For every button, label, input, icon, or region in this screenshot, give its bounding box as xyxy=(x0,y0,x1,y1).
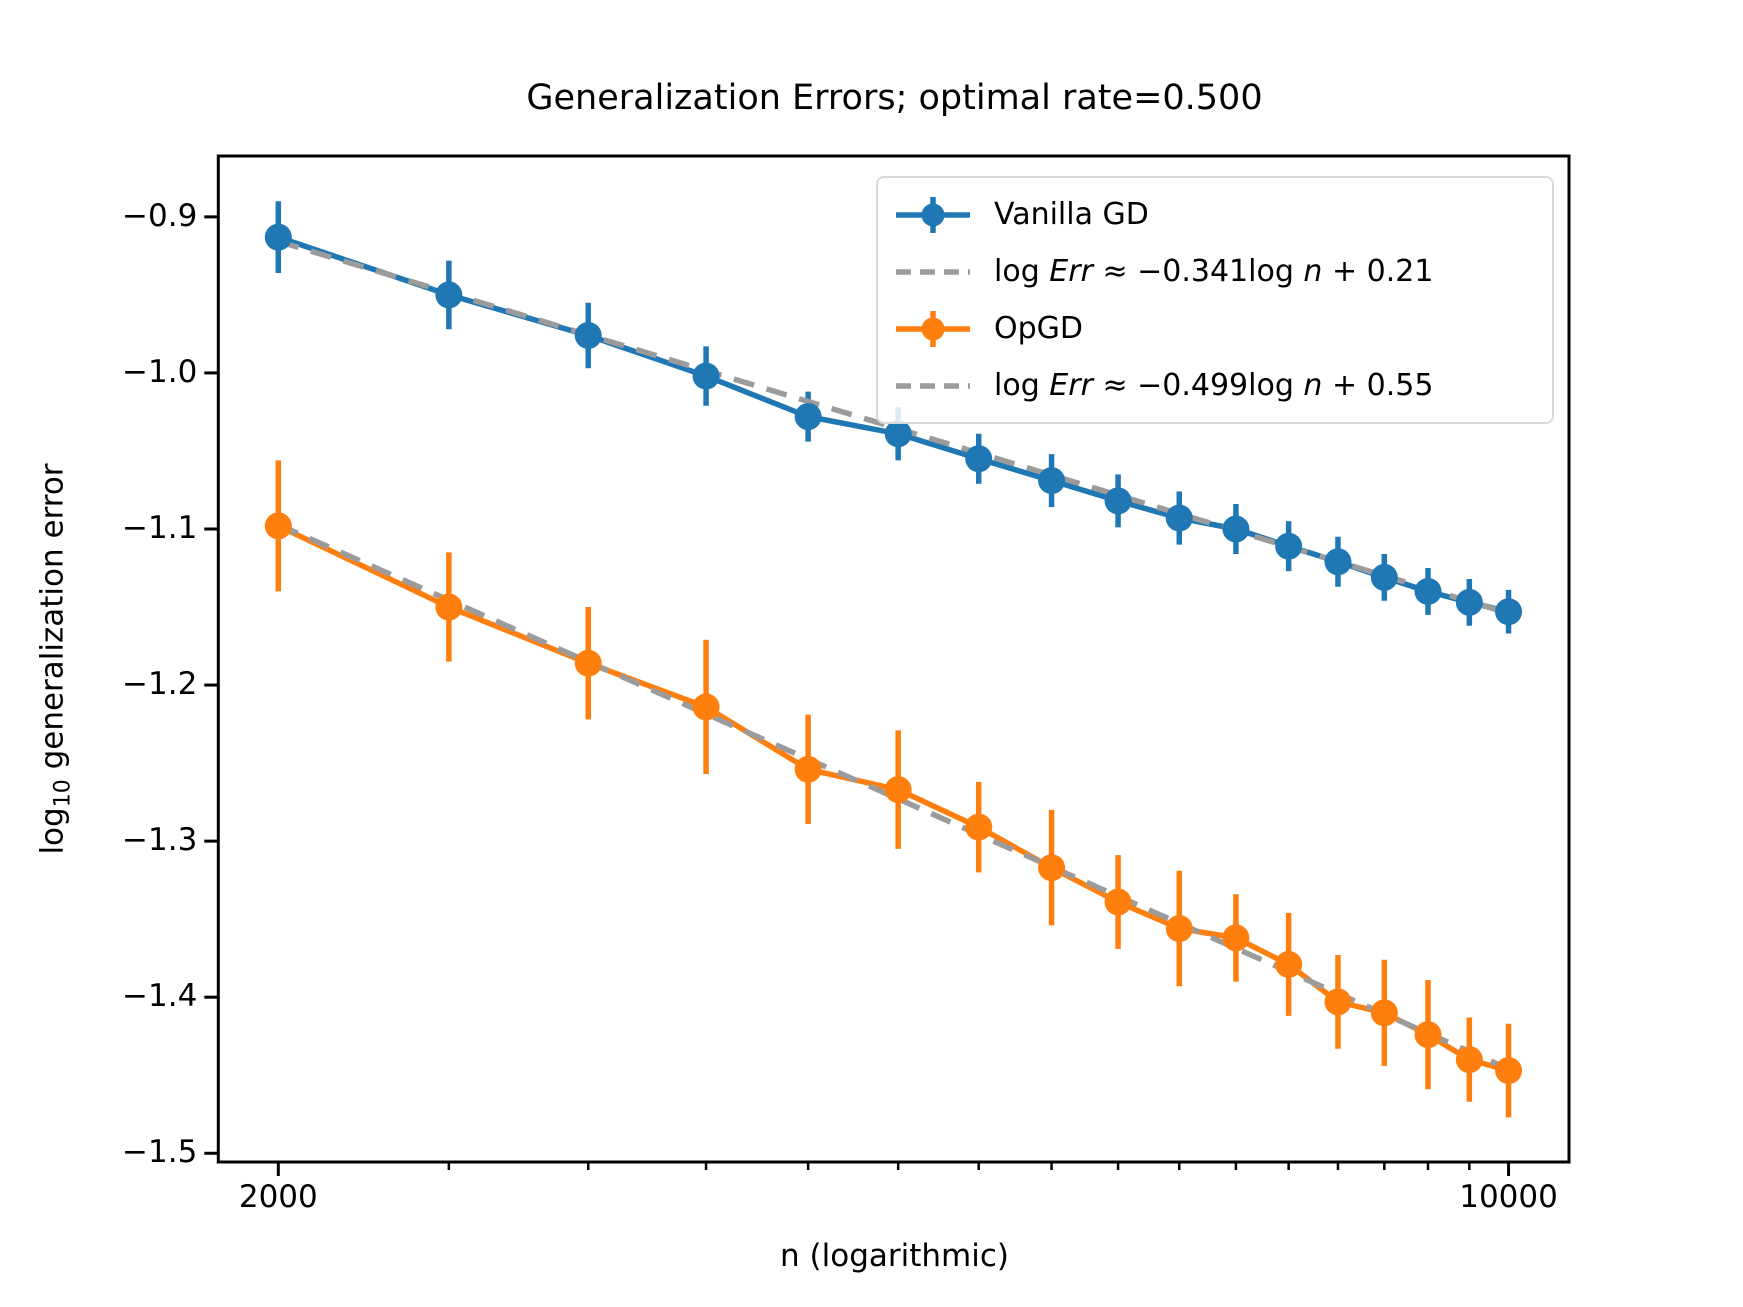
data-point-marker xyxy=(1165,504,1193,532)
legend-label-text: log xyxy=(994,368,1050,403)
fit-line-vanilla-gd-fit xyxy=(277,238,1510,616)
data-point-marker xyxy=(965,813,993,841)
y-axis-label: log10 generalization error xyxy=(34,463,75,854)
legend-label: log Err ≈ −0.341log n + 0.21 xyxy=(994,254,1433,289)
data-point-marker xyxy=(965,445,993,473)
legend-label-text: ≈ −0.499log xyxy=(1092,368,1304,403)
legend-dashed-line-icon xyxy=(896,382,970,389)
legend-label: Vanilla GD xyxy=(994,197,1149,232)
data-point-marker xyxy=(884,420,912,448)
data-point-marker xyxy=(692,362,720,390)
x-tick-label: 10000 xyxy=(1459,1179,1558,1215)
data-point-marker xyxy=(435,593,463,621)
legend-label-math-var: n xyxy=(1303,254,1323,289)
legend-label-text: + 0.21 xyxy=(1322,254,1434,289)
y-tick-label: −1.3 xyxy=(122,822,198,859)
legend-label-text: ≈ −0.341log xyxy=(1092,254,1304,289)
y-tick-label: −1.4 xyxy=(122,978,198,1015)
axes-frame xyxy=(216,154,1571,1164)
legend-entry: OpGD xyxy=(892,302,1538,356)
legend-label-math-var: n xyxy=(1303,368,1323,403)
data-point-marker xyxy=(1495,598,1523,626)
legend-sample-marker xyxy=(921,317,945,340)
data-point-marker xyxy=(1495,1057,1523,1085)
data-point-marker xyxy=(1038,467,1066,495)
data-point-marker xyxy=(1414,1021,1442,1049)
data-point-marker xyxy=(1324,548,1352,576)
chart-title: Generalization Errors; optimal rate=0.50… xyxy=(526,78,1263,118)
legend-label-math-var: Err xyxy=(1049,368,1093,403)
legend-label-text: + 0.55 xyxy=(1322,368,1434,403)
legend-label-math-var: Err xyxy=(1049,254,1093,289)
data-point-marker xyxy=(1275,950,1303,978)
y-tick-label: −1.5 xyxy=(122,1134,198,1171)
y-tick-label: −1.0 xyxy=(122,353,198,390)
data-point-marker xyxy=(1370,563,1398,591)
data-point-marker xyxy=(574,321,602,349)
data-point-marker xyxy=(1414,577,1442,605)
legend-entry: log Err ≈ −0.499log n + 0.55 xyxy=(892,359,1538,413)
data-point-marker xyxy=(1370,999,1398,1027)
data-point-marker xyxy=(1104,487,1132,515)
y-axis-label-rest: generalization error xyxy=(34,463,71,780)
y-axis-label-pre: log xyxy=(34,807,71,855)
legend-entry: log Err ≈ −0.341log n + 0.21 xyxy=(892,245,1538,299)
legend-label-text: log xyxy=(994,254,1050,289)
y-tick-label: −1.1 xyxy=(122,509,198,546)
data-point-marker xyxy=(1038,854,1066,882)
legend-errorbar-marker-icon xyxy=(896,310,970,347)
x-tick-label: 2000 xyxy=(238,1179,318,1215)
legend-label: log Err ≈ −0.499log n + 0.55 xyxy=(994,368,1433,403)
data-point-marker xyxy=(884,776,912,804)
data-point-marker xyxy=(794,755,822,783)
data-point-marker xyxy=(1455,588,1483,616)
data-point-marker xyxy=(1104,888,1132,916)
y-tick-label: −0.9 xyxy=(122,197,198,234)
data-point-marker xyxy=(435,281,463,309)
legend-label: OpGD xyxy=(994,311,1083,346)
data-point-marker xyxy=(264,512,292,540)
legend: Vanilla GD log Err ≈ −0.341log n + 0.21 Op… xyxy=(876,176,1554,424)
data-point-marker xyxy=(1222,515,1250,543)
x-axis-label: n (logarithmic) xyxy=(780,1238,1009,1274)
legend-sample-marker xyxy=(921,203,945,226)
legend-label-text: OpGD xyxy=(994,311,1084,346)
data-point-marker xyxy=(1165,915,1193,943)
legend-errorbar-marker-icon xyxy=(896,196,970,233)
legend-entry: Vanilla GD xyxy=(892,188,1538,242)
data-point-marker xyxy=(794,403,822,431)
y-tick-label: −1.2 xyxy=(122,666,198,703)
data-point-marker xyxy=(1222,924,1250,952)
data-point-marker xyxy=(1455,1046,1483,1074)
fit-line-opgd-fit xyxy=(277,522,1510,1072)
data-point-marker xyxy=(692,693,720,721)
legend-dashed-line-icon xyxy=(896,268,970,275)
y-axis-label-sub: 10 xyxy=(50,779,76,808)
data-point-marker xyxy=(574,649,602,677)
data-point-marker xyxy=(1324,988,1352,1016)
data-point-marker xyxy=(264,223,292,251)
legend-label-text: Vanilla GD xyxy=(994,197,1149,232)
data-point-marker xyxy=(1275,532,1303,560)
